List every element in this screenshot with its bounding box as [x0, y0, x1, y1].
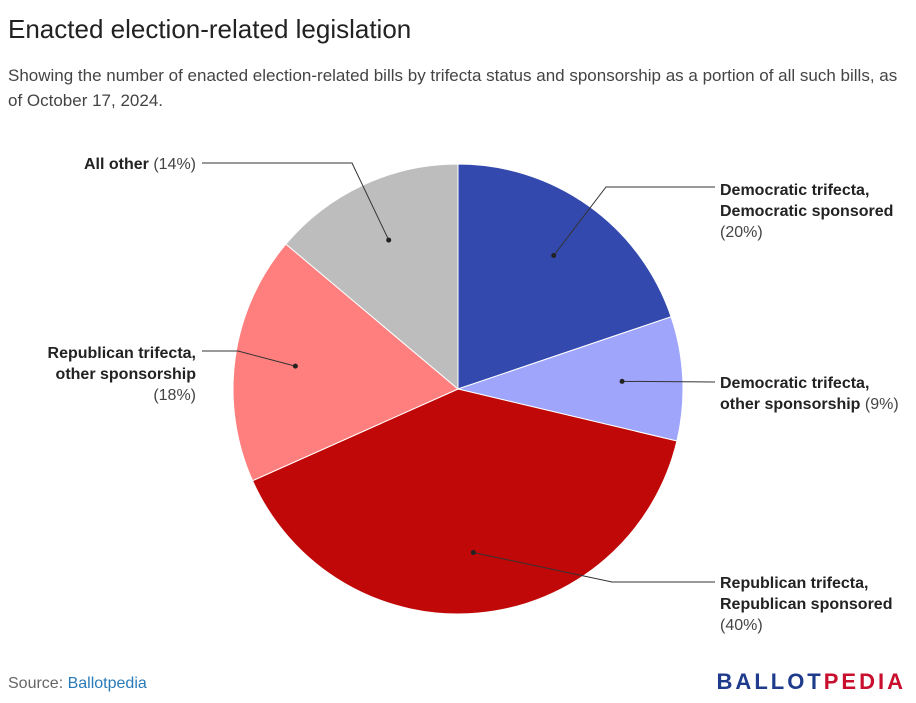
slice-label-republican-sponsored: Republican trifecta, Republican sponsore…: [720, 573, 892, 636]
slice-label-republican-other: Republican trifecta, other sponsorship (…: [48, 343, 196, 406]
slice-label-percent: (9%): [864, 396, 899, 413]
slice-label-percent: (14%): [153, 156, 196, 173]
logo-text-ballot: BALLOT: [716, 669, 824, 694]
leader-line-0: [553, 186, 715, 256]
ballotpedia-logo: BALLOTPEDIA: [717, 669, 906, 695]
leader-dot-0: [551, 253, 557, 259]
slice-label-name: Republican trifecta,: [47, 345, 196, 362]
source-label: Source:: [8, 675, 64, 692]
slice-label-name: Republican trifecta,: [720, 575, 869, 592]
source-note: Source: Ballotpedia: [8, 675, 147, 693]
pie-slice-4: [285, 163, 459, 391]
slice-label-democratic-sponsored: Democratic trifecta, Democratic sponsore…: [720, 180, 893, 243]
slice-label-name: other sponsorship: [55, 366, 196, 383]
slice-label-percent: (20%): [720, 224, 763, 241]
leader-dot-4: [386, 237, 392, 243]
pie-slice-2: [251, 388, 678, 615]
slice-label-name: Republican sponsored: [720, 596, 893, 613]
leader-line-3: [202, 350, 296, 367]
slice-label-percent: (18%): [153, 387, 196, 404]
pie-slice-1: [456, 316, 684, 442]
slice-label-name: Democratic sponsored: [720, 203, 894, 220]
slice-label-all-other: All other (14%): [84, 154, 196, 175]
chart-title: Enacted election-related legislation: [8, 14, 412, 44]
slice-label-name: other sponsorship: [720, 396, 861, 413]
slice-label-name: All other: [83, 156, 149, 173]
leader-dot-3: [292, 363, 298, 369]
leader-line-4: [202, 162, 390, 241]
pie-slice-3: [232, 243, 459, 482]
chart-subtitle: Showing the number of enacted election-r…: [8, 66, 898, 110]
leader-dot-1: [619, 378, 625, 384]
slice-label-name: Democratic trifecta,: [720, 182, 870, 199]
slice-label-percent: (40%): [720, 617, 763, 634]
source-link[interactable]: Ballotpedia: [67, 675, 147, 692]
leader-line-2: [473, 552, 715, 583]
slice-label-democratic-other: Democratic trifecta, other sponsorship (…: [720, 373, 899, 415]
leader-dot-2: [470, 550, 476, 556]
logo-text-pedia: PEDIA: [823, 669, 906, 694]
slice-label-name: Democratic trifecta,: [720, 375, 870, 392]
leader-line-1: [622, 380, 716, 383]
pie-slice-0: [457, 163, 672, 390]
